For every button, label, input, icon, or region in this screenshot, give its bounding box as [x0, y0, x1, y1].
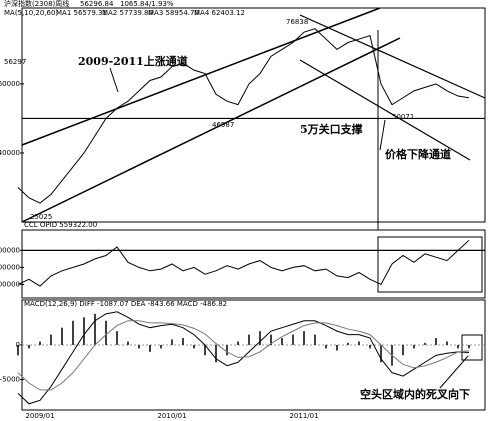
arrow	[109, 67, 119, 93]
series-line	[17, 239, 470, 287]
x-tick-label: 2011/01	[289, 412, 318, 420]
channel-line	[21, 37, 401, 223]
y-tick-label: 300000	[0, 280, 20, 288]
panel-title: MACD(12,26,9) DIFF -1087.07 DEA -843.66 …	[24, 300, 227, 308]
ma-label: MA4 62403.12	[194, 9, 245, 17]
ma-params: MA(5,10,20,60)	[4, 9, 58, 17]
ma-label: MA2 57739.80	[102, 9, 153, 17]
y-tick-label: 60000	[0, 80, 20, 88]
y-tick-label: 400000	[0, 263, 20, 271]
arrow	[379, 119, 386, 151]
macd-frame	[21, 299, 486, 411]
series-line	[17, 28, 470, 204]
annotation: 价格下降通道	[385, 147, 451, 161]
opid-frame	[21, 229, 486, 299]
y-tick-label: 40000	[0, 149, 20, 157]
down-channel-line	[299, 14, 486, 99]
y-tick-label: -5000	[0, 376, 20, 384]
annotation: 56297	[4, 58, 26, 66]
header-value: 1065.84/1.93%	[120, 0, 174, 8]
panel-title: CCL OPID 559322.00	[24, 221, 97, 229]
header-value: 56296.84	[80, 0, 114, 8]
highlight-box	[377, 236, 483, 293]
arrow	[439, 355, 469, 389]
series-line	[17, 320, 470, 391]
annotation: 76838	[286, 18, 308, 26]
down-channel-line	[299, 59, 471, 161]
annotation: 50071	[392, 113, 414, 121]
annotation: 25025	[30, 213, 52, 221]
x-tick-label: 2009/01	[25, 412, 54, 420]
panel-title: 沪深指数(2308)周线	[4, 0, 69, 8]
ma-label: MA1 56579.31	[56, 9, 107, 17]
x-tick-label: 2010/01	[157, 412, 186, 420]
y-tick-label: 500000	[0, 246, 20, 254]
annotation: 5万关口支撑	[300, 122, 363, 136]
highlight-box	[461, 334, 483, 361]
annotation: 空头区域内的死叉向下	[360, 387, 470, 401]
price-frame	[21, 7, 486, 223]
ma-label: MA3 58954.70	[148, 9, 199, 17]
annotation: 2009-2011上涨通道	[78, 54, 188, 68]
annotation: 46987	[212, 121, 234, 129]
channel-line	[21, 7, 381, 146]
